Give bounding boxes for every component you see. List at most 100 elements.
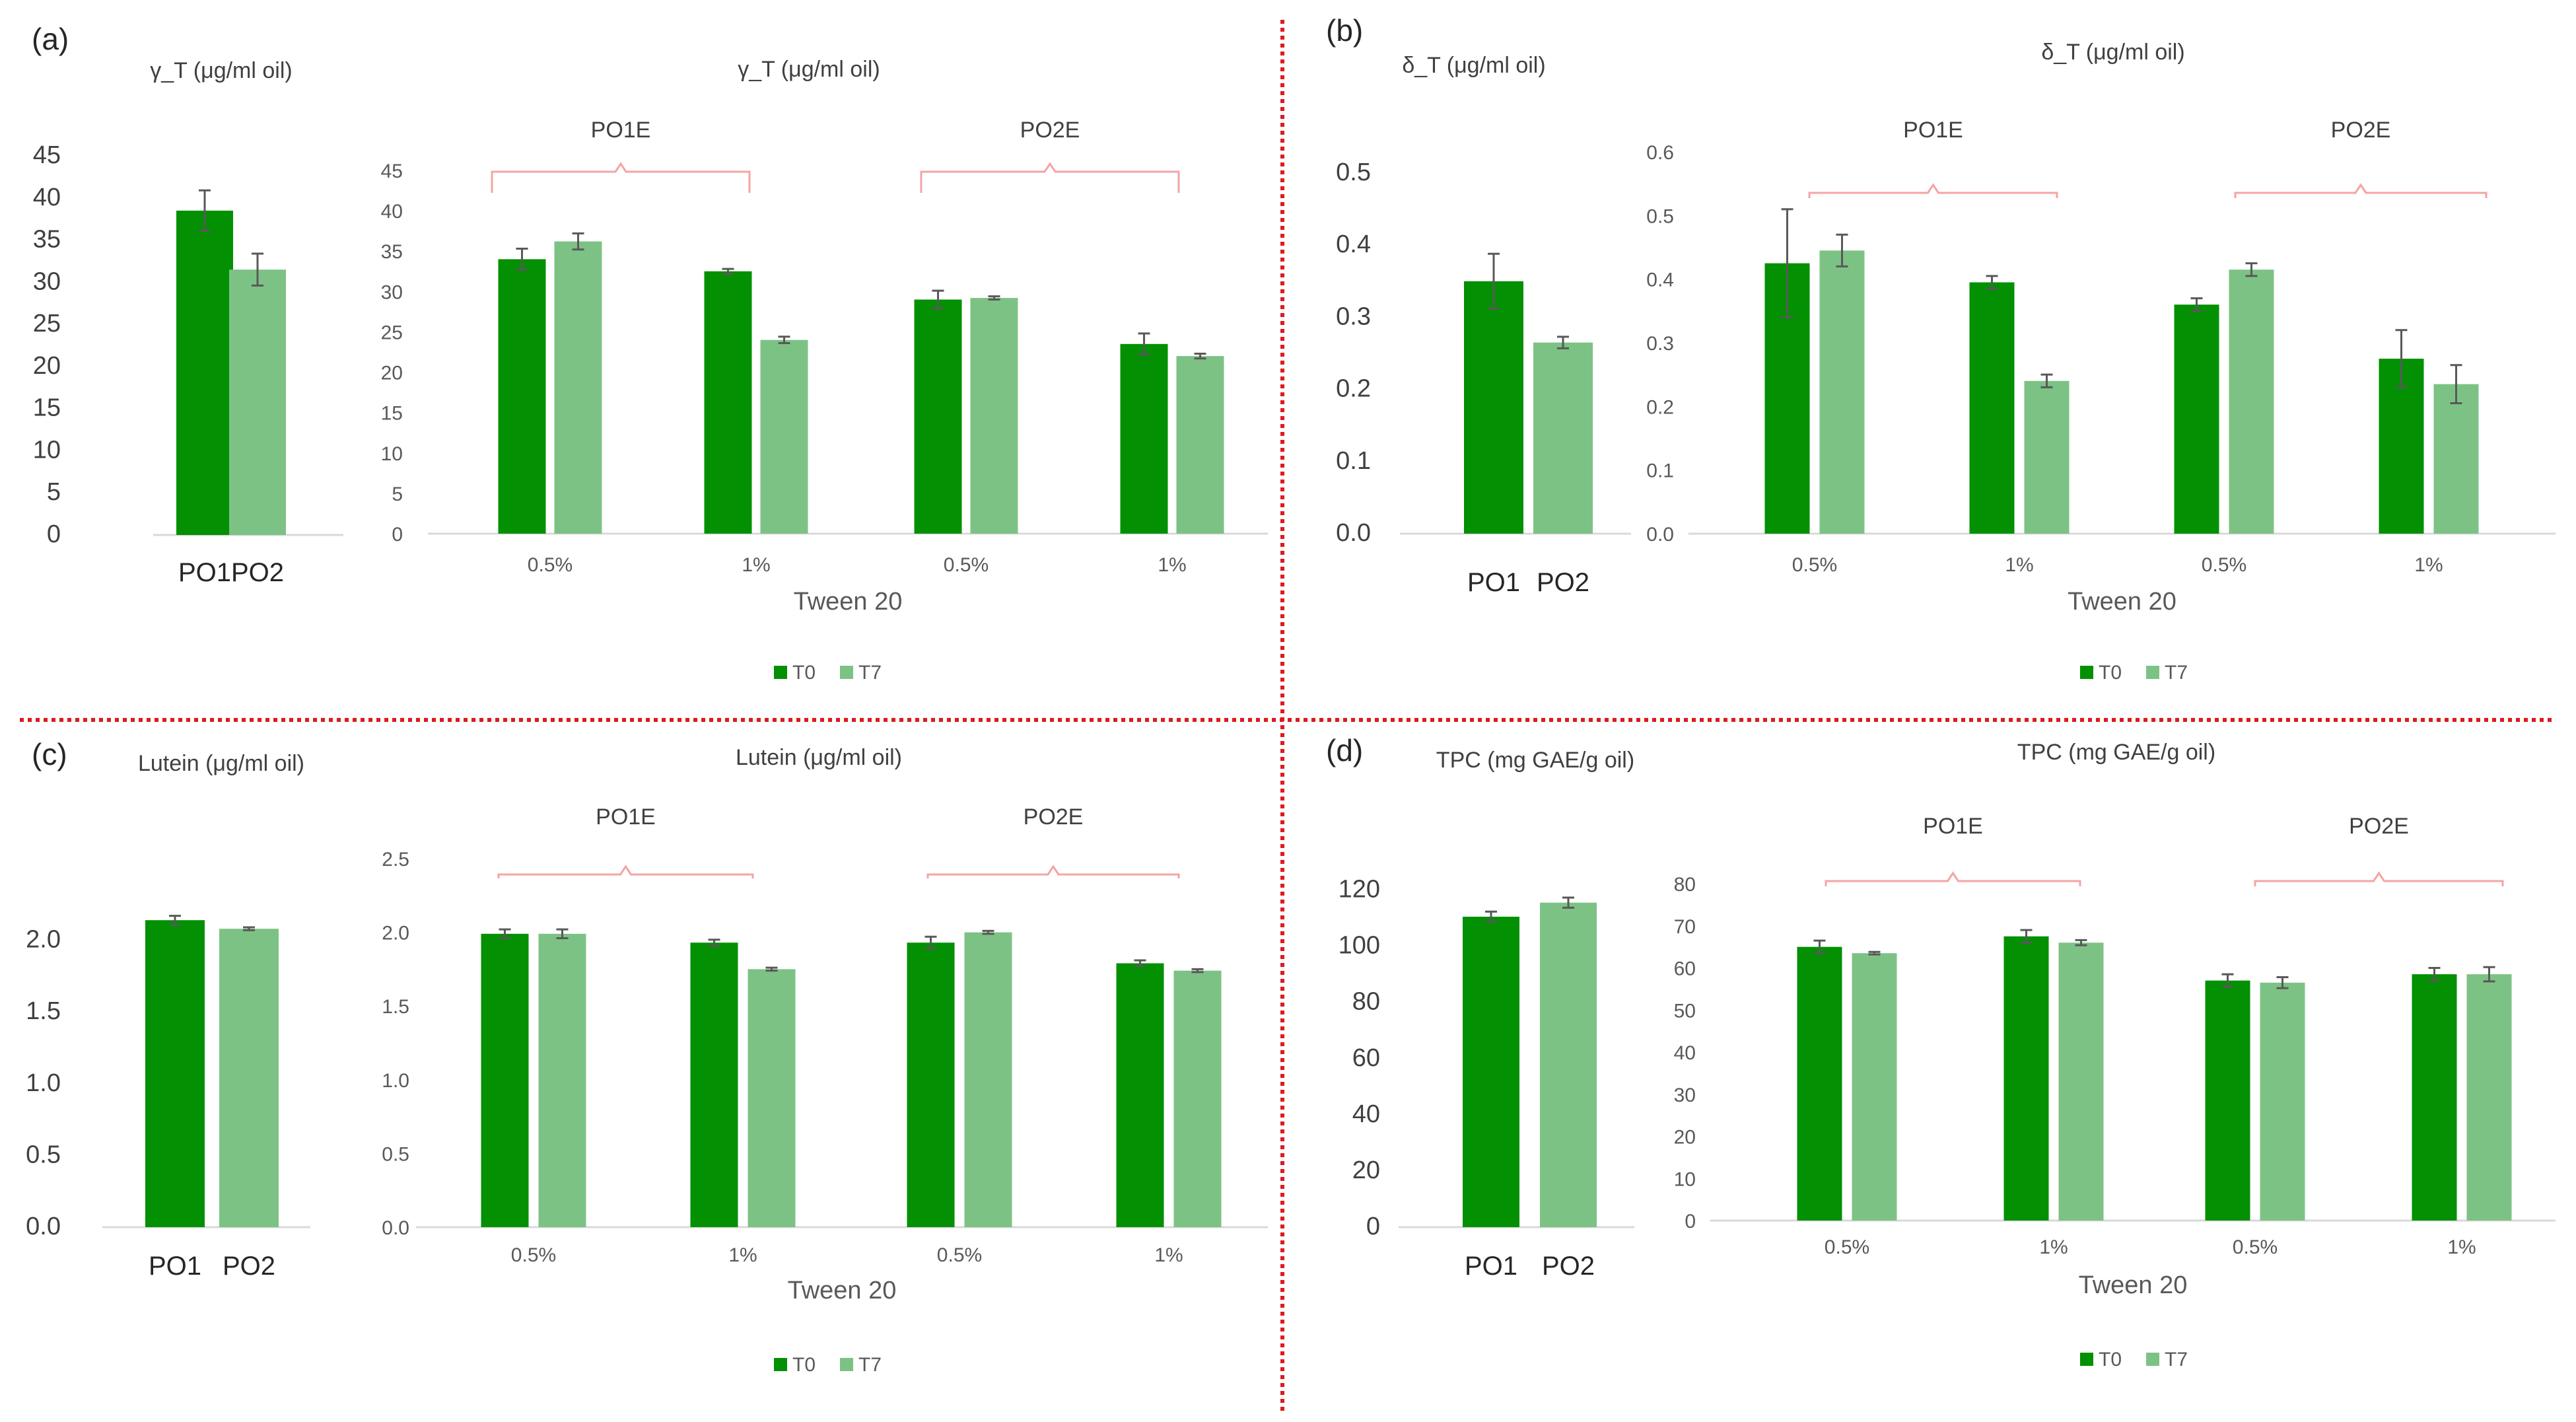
chart-d-emul: TPC (mg GAE/g oil) 0 10 20 30 40 50 60 70 80 0.5% 1… (1674, 740, 2556, 1370)
x-category-label: 0.5% (511, 1244, 556, 1266)
y-tick-label: 0.0 (1336, 519, 1371, 547)
y-tick-label: 60 (1352, 1044, 1380, 1072)
chart-d-base: (d) TPC (mg GAE/g oil) 0 20 40 60 80 100 120 PO1 P… (1326, 733, 1634, 1281)
group-bracket (1825, 871, 2081, 886)
group-bracket (1808, 183, 2058, 198)
bar-t0 (498, 259, 546, 534)
y-tick-label: 0.2 (1646, 396, 1674, 418)
x-category-label: 1% (2039, 1236, 2068, 1258)
x-category-label: PO2 (231, 558, 284, 587)
bar-t7 (2466, 974, 2512, 1221)
chart-title: γ_T (μg/ml oil) (738, 57, 880, 82)
y-tick-label: 0.5 (1336, 159, 1371, 186)
x-category-label: PO2 (1542, 1252, 1595, 1281)
y-tick-label: 0 (1366, 1213, 1380, 1240)
group-label: PO1E (1903, 118, 1963, 143)
x-category-label: 0.5% (1825, 1236, 1869, 1258)
bar-po2 (229, 269, 286, 535)
x-category-label: 0.5% (2233, 1236, 2278, 1258)
group-label: PO2E (2349, 814, 2409, 839)
panel-label: (b) (1326, 13, 1363, 48)
y-tick-label: 0.0 (382, 1217, 409, 1239)
group-label: PO1E (591, 118, 651, 143)
y-tick-label: 40 (1674, 1042, 1696, 1064)
y-tick-label: 35 (33, 226, 61, 254)
y-tick-label: 1.5 (382, 996, 409, 1018)
group-bracket (491, 162, 751, 193)
y-tick-label: 0.6 (1646, 142, 1674, 164)
bar-t0 (2412, 974, 2457, 1221)
legend-swatch-t0 (2080, 1353, 2093, 1366)
y-tick-label: 0.4 (1336, 231, 1371, 258)
bar-po2 (1540, 902, 1597, 1227)
x-category-label: 1% (742, 554, 770, 576)
bar-po1 (176, 210, 233, 535)
y-tick-label: 15 (33, 394, 61, 422)
bar-t7 (970, 298, 1018, 534)
bar-t0 (704, 271, 752, 534)
y-tick-label: 40 (1352, 1100, 1380, 1128)
y-tick-label: 20 (381, 363, 403, 384)
bar-t7 (554, 241, 602, 534)
y-tick-label: 100 (1339, 932, 1380, 960)
y-tick-label: 80 (1674, 874, 1696, 896)
y-tick-label: 5 (392, 483, 403, 505)
x-category-label: PO1 (178, 558, 231, 587)
y-tick-label: 0 (47, 520, 61, 548)
y-tick-label: 70 (1674, 916, 1696, 938)
y-tick-label: 0.5 (382, 1143, 409, 1165)
group-label: PO1E (1923, 814, 1983, 839)
x-axis-title: Tween 20 (788, 1277, 897, 1304)
bar-t0 (1116, 963, 1164, 1227)
panel-label: (d) (1326, 733, 1363, 767)
legend-label-t7: T7 (858, 662, 882, 684)
panel-label: (a) (32, 22, 69, 56)
group-bracket (926, 865, 1180, 878)
bar-t0 (907, 942, 955, 1227)
group-bracket (2234, 183, 2488, 198)
bar-t7 (964, 932, 1012, 1227)
chart-title: Lutein (μg/ml oil) (736, 745, 902, 770)
bar-t7 (2024, 380, 2070, 534)
y-tick-label: 0.0 (1646, 524, 1674, 546)
y-tick-label: 80 (1352, 988, 1380, 1016)
x-category-label: 1% (2005, 554, 2033, 576)
bar-t7 (1852, 953, 1897, 1221)
chart-title: TPC (mg GAE/g oil) (1436, 748, 1634, 773)
y-tick-label: 2.0 (382, 923, 409, 944)
bar-t0 (481, 933, 529, 1227)
y-tick-label: 5 (47, 478, 61, 506)
legend-label-t0: T0 (2099, 1349, 2122, 1370)
y-tick-label: 60 (1674, 958, 1696, 980)
legend-swatch-t7 (2146, 666, 2159, 679)
y-tick-label: 20 (1352, 1156, 1380, 1184)
chart-a-base: (a) γ_T (μg/ml oil) 0 5 10 15 20 25 30 35 40 45 PO1 P… (32, 22, 343, 587)
y-tick-label: 45 (381, 160, 403, 182)
y-tick-label: 15 (381, 403, 403, 425)
x-category-label: 0.5% (937, 1244, 982, 1266)
x-category-label: PO1 (1465, 1252, 1517, 1281)
legend-swatch-t7 (2146, 1353, 2159, 1366)
y-tick-label: 0.1 (1336, 447, 1371, 475)
bar-t0 (1969, 282, 2015, 534)
legend-label-t0: T0 (792, 662, 816, 684)
y-tick-label: 1.0 (382, 1070, 409, 1092)
y-tick-label: 0 (392, 524, 403, 546)
legend-swatch-t0 (774, 1358, 787, 1371)
bar-t7 (2058, 942, 2104, 1221)
legend-swatch-t0 (2080, 666, 2093, 679)
y-tick-label: 30 (33, 267, 61, 295)
y-tick-label: 25 (381, 322, 403, 343)
bar-t7 (1173, 970, 1222, 1227)
bar-t7 (760, 339, 808, 534)
legend-swatch-t0 (774, 666, 787, 679)
x-category-label: 1% (728, 1244, 757, 1266)
bar-t7 (1819, 250, 1865, 534)
y-tick-label: 0.4 (1646, 269, 1674, 291)
y-tick-label: 0.5 (1646, 205, 1674, 227)
bar-po1 (145, 920, 205, 1227)
bar-t0 (914, 299, 962, 534)
y-tick-label: 50 (1674, 1000, 1696, 1022)
y-tick-label: 40 (381, 201, 403, 223)
y-tick-label: 120 (1339, 876, 1380, 904)
